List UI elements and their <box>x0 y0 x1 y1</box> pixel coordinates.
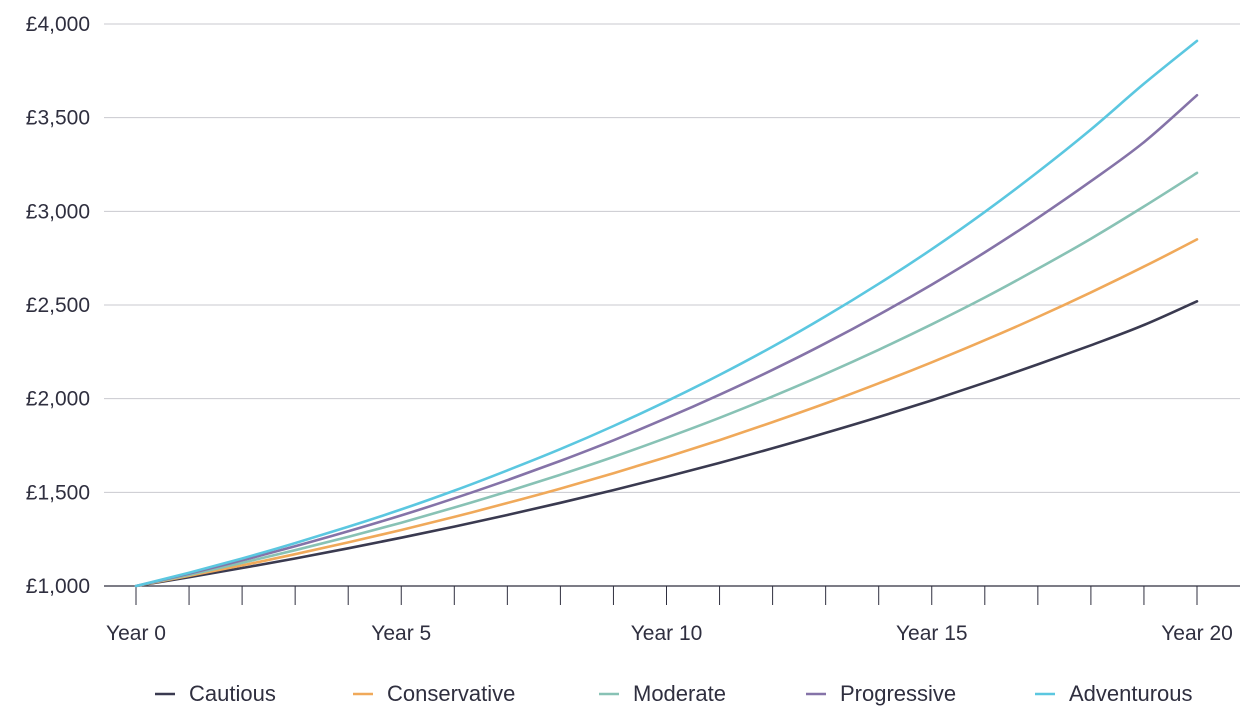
series-line-conservative <box>134 238 1199 588</box>
x-tick-label: Year 15 <box>896 622 968 645</box>
y-tick-label: £2,500 <box>26 294 90 317</box>
series-line-cautious <box>134 300 1199 588</box>
x-tick-label: Year 20 <box>1161 622 1233 645</box>
y-axis-labels: £1,000 £1,500 £2,000 £2,500 £3,000 £3,500 £4,0… <box>26 13 90 598</box>
x-axis <box>104 585 1240 605</box>
y-tick-label: £3,000 <box>26 200 90 223</box>
x-tick-label: Year 10 <box>631 622 703 645</box>
legend-label-moderate: Moderate <box>633 681 726 706</box>
x-tick-label: Year 5 <box>371 622 431 645</box>
y-tick-label: £2,000 <box>26 388 90 411</box>
legend-label-cautious: Cautious <box>189 681 276 706</box>
y-tick-label: £3,500 <box>26 107 90 130</box>
x-axis-labels: Year 0 Year 5 Year 10 Year 15 Year 20 <box>106 622 1233 645</box>
legend-label-progressive: Progressive <box>840 681 956 706</box>
y-tick-label: £1,000 <box>26 575 90 598</box>
x-tick-label: Year 0 <box>106 622 166 645</box>
y-tick-label: £1,500 <box>26 481 90 504</box>
legend-label-adventurous: Adventurous <box>1069 681 1193 706</box>
legend: Cautious Conservative Moderate Progressive A… <box>155 681 1193 706</box>
y-tick-label: £4,000 <box>26 13 90 36</box>
legend-label-conservative: Conservative <box>387 681 515 706</box>
series-line-progressive <box>134 93 1199 588</box>
series-lines <box>134 39 1199 588</box>
grid-lines <box>104 23 1240 493</box>
series-line-adventurous <box>134 39 1199 588</box>
series-line-moderate <box>134 171 1199 588</box>
